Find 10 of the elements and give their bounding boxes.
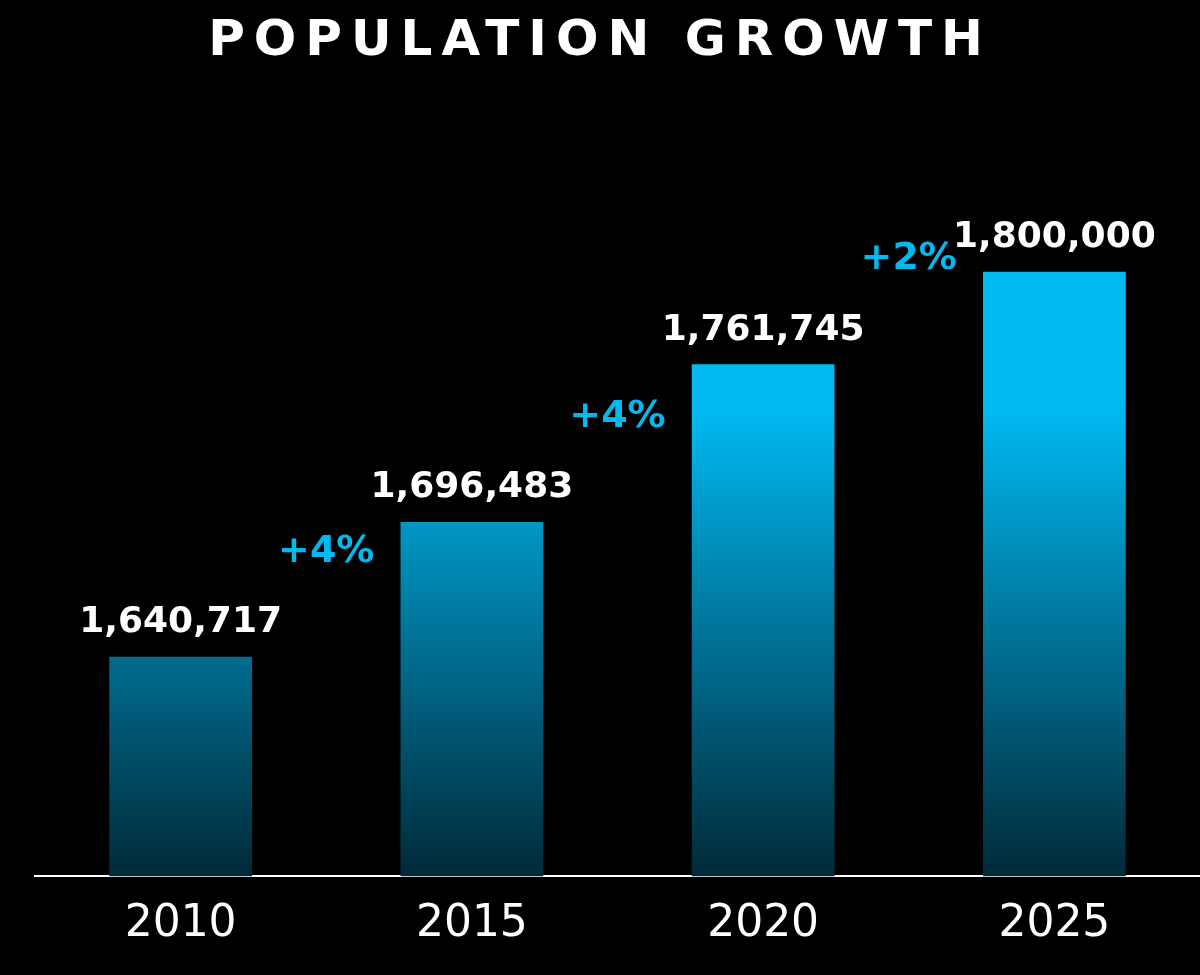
x-tick-label: 2015 (415, 895, 528, 947)
data-label: 1,640,717 (79, 599, 282, 641)
chart-title: POPULATION GROWTH (208, 8, 992, 67)
x-tick-label: 2025 (998, 895, 1111, 947)
data-label: 1,761,745 (661, 306, 865, 348)
data-label: 1,696,483 (370, 464, 574, 506)
x-tick-label: 2020 (707, 895, 820, 947)
annotation: +4% (569, 391, 666, 436)
annotation: +4% (278, 526, 375, 571)
x-tick-label: 2010 (124, 895, 237, 947)
